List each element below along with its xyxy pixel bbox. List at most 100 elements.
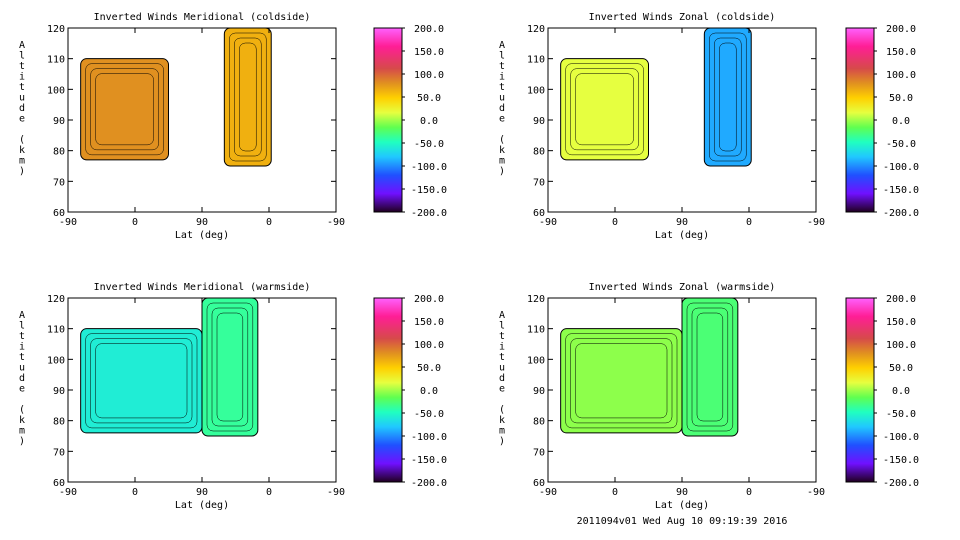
contour-line	[85, 333, 198, 429]
colorbar-tick-label: -50.0	[886, 139, 916, 150]
footer-timestamp: 2011094v01 Wed Aug 10 09:19:39 2016	[577, 516, 788, 527]
contour-line	[575, 73, 634, 146]
colorbar	[845, 27, 875, 213]
y-tick-label: 80	[53, 417, 65, 428]
contour-line	[575, 343, 668, 419]
x-tick-label: -90	[807, 487, 825, 498]
y-tick-label: 90	[53, 386, 65, 397]
colorbar-tick-label: -100.0	[883, 432, 919, 443]
colorbar-tick-label: -50.0	[414, 139, 444, 150]
contour-line	[206, 302, 254, 432]
y-tick-label: 100	[527, 355, 545, 366]
contour-line	[565, 333, 678, 429]
colorbar-tick-label: 200.0	[886, 24, 916, 35]
x-tick-label: 0	[266, 217, 272, 228]
x-tick-label: -90	[59, 217, 77, 228]
data-region-1	[80, 58, 169, 161]
contour-line	[570, 68, 639, 151]
colorbar-tick-label: -150.0	[411, 455, 447, 466]
colorbar	[373, 27, 403, 213]
colorbar-tick-label: 50.0	[889, 363, 913, 374]
colorbar-tick-label: 150.0	[886, 317, 916, 328]
chart-br: Inverted Winds Zonal (warmside) 120 110 100…	[499, 282, 919, 511]
x-tick-label: 0	[266, 487, 272, 498]
x-axis-label: Lat (deg)	[175, 500, 229, 511]
chart-title: Inverted Winds Meridional (warmside)	[94, 282, 311, 293]
y-tick-label: 120	[527, 294, 545, 305]
colorbar-tick-label: -200.0	[411, 208, 447, 219]
x-tick-label: 90	[196, 487, 208, 498]
data-region-2	[703, 27, 752, 167]
contour-line	[570, 338, 673, 424]
x-tick-label: 0	[612, 217, 618, 228]
y-tick-label: 60	[533, 208, 545, 219]
x-tick-label: 90	[676, 487, 688, 498]
colorbar-tick-label: -100.0	[883, 162, 919, 173]
contour-line	[95, 73, 154, 146]
colorbar-tick-label: -200.0	[411, 478, 447, 489]
y-tick-label: 80	[533, 147, 545, 158]
colorbar-tick-label: -200.0	[883, 208, 919, 219]
chart-tl: Inverted Winds Meridional (coldside) 120 1…	[19, 12, 447, 241]
chart-title: Inverted Winds Zonal (coldside)	[589, 12, 776, 23]
colorbar-tick-label: -100.0	[411, 432, 447, 443]
y-tick-label: 120	[527, 24, 545, 35]
colorbar-tick-label: 100.0	[886, 340, 916, 351]
y-tick-label: 90	[533, 116, 545, 127]
colorbar-tick-label: 50.0	[889, 93, 913, 104]
x-tick-label: 0	[746, 487, 752, 498]
y-tick-label: 70	[53, 447, 65, 458]
colorbar-tick-label: 200.0	[414, 294, 444, 305]
contour-line	[234, 37, 262, 157]
data-region-1	[560, 58, 650, 161]
colorbar-tick-label: 0.0	[420, 386, 438, 397]
x-tick-label: -90	[59, 487, 77, 498]
colorbar-tick-label: 50.0	[417, 363, 441, 374]
colorbar-tick-label: -150.0	[411, 185, 447, 196]
contour-line	[719, 42, 737, 152]
x-tick-label: -90	[327, 217, 345, 228]
colorbar-tick-label: 50.0	[417, 93, 441, 104]
colorbar-tick-label: -50.0	[414, 409, 444, 420]
x-tick-label: 0	[132, 487, 138, 498]
data-region-2	[223, 27, 272, 167]
contour-line	[709, 32, 747, 162]
colorbar-tick-label: 100.0	[414, 70, 444, 81]
x-axis-label: Lat (deg)	[655, 500, 709, 511]
colorbar-tick-label: 150.0	[414, 47, 444, 58]
x-axis-label: Lat (deg)	[175, 230, 229, 241]
contour-line	[565, 63, 644, 156]
colorbar-tick-label: 100.0	[414, 340, 444, 351]
y-tick-label: 80	[533, 417, 545, 428]
y-tick-label: 90	[53, 116, 65, 127]
contour-line	[85, 63, 164, 156]
y-tick-label: 60	[533, 478, 545, 489]
contour-line	[696, 312, 724, 422]
contour-line	[239, 42, 257, 152]
colorbar-tick-label: -150.0	[883, 455, 919, 466]
chart-tr: Inverted Winds Zonal (coldside) 120 110 100…	[499, 12, 919, 241]
colorbar-tick-label: 200.0	[414, 24, 444, 35]
x-tick-label: -90	[539, 217, 557, 228]
x-axis-label: Lat (deg)	[655, 230, 709, 241]
colorbar-tick-label: 0.0	[892, 386, 910, 397]
y-tick-label: 110	[47, 55, 65, 66]
colorbar-tick-label: -100.0	[411, 162, 447, 173]
colorbar-tick-label: -150.0	[883, 185, 919, 196]
contour-line	[714, 37, 742, 157]
contour-line	[691, 307, 729, 427]
x-tick-label: -90	[807, 217, 825, 228]
contour-line	[90, 338, 193, 424]
colorbar-tick-label: 0.0	[892, 116, 910, 127]
x-tick-label: 0	[132, 217, 138, 228]
x-tick-label: 90	[196, 217, 208, 228]
y-tick-label: 70	[533, 447, 545, 458]
chart-bl: Inverted Winds Meridional (warmside) 120 1…	[19, 282, 447, 511]
colorbar-tick-label: 0.0	[420, 116, 438, 127]
y-tick-label: 100	[47, 85, 65, 96]
